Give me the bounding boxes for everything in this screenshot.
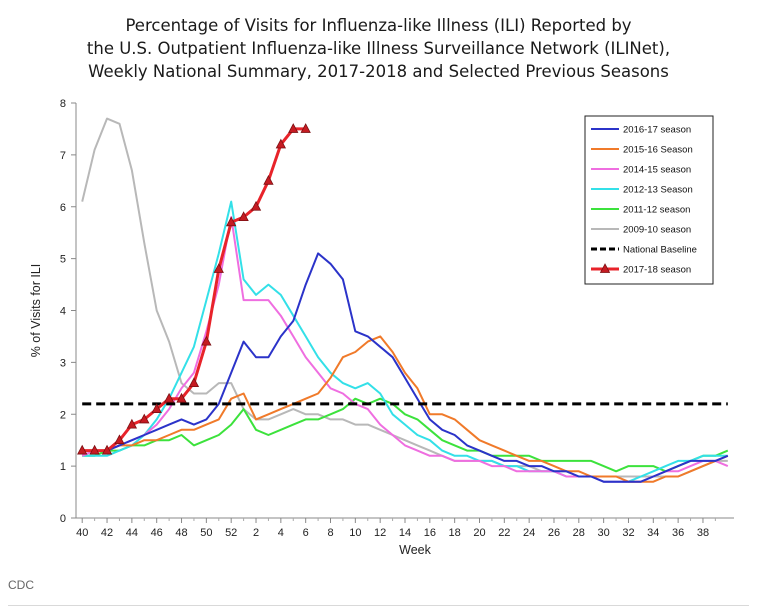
y-tick-label: 8: [60, 98, 66, 110]
legend-label-2016-17-season: 2016-17 season: [623, 125, 691, 136]
series-marker-2017-18-season: [288, 123, 299, 133]
legend-label-2014-15-season: 2014-15 season: [623, 165, 691, 176]
series-marker-2017-18-season: [250, 200, 262, 211]
y-tick-label: 0: [60, 513, 66, 525]
series-marker-2017-18-season: [126, 418, 138, 429]
x-tick-label: 34: [647, 527, 659, 539]
series-line-2016-17-season: [82, 252, 729, 483]
series-line-2015-16-season: [82, 335, 729, 483]
x-tick-label: 44: [126, 527, 138, 539]
legend-label-national-baseline: National Baseline: [623, 245, 697, 256]
series-marker-2017-18-season: [163, 392, 175, 403]
legend-label-2012-13-season: 2012-13 Season: [623, 185, 693, 196]
series-marker-2017-18-season: [151, 403, 162, 413]
legend-label-2009-10-season: 2009-10 season: [623, 225, 691, 236]
x-tick-label: 36: [672, 527, 684, 539]
x-tick-label: 50: [200, 527, 212, 539]
legend-marker-2017-18-season: [599, 263, 611, 273]
x-tick-label: 22: [498, 527, 510, 539]
series-marker-2017-18-season: [139, 413, 150, 424]
series-marker-2017-18-season: [89, 444, 100, 455]
x-tick-label: 52: [225, 527, 237, 539]
x-tick-label: 38: [697, 527, 709, 539]
series-marker-2017-18-season: [238, 211, 249, 222]
series-marker-2017-18-season: [101, 444, 113, 455]
legend-label-2017-18-season: 2017-18 season: [623, 265, 691, 276]
chart-series-lines: [77, 117, 729, 483]
series-line-2011-12-season: [82, 397, 729, 473]
x-tick-label: 14: [399, 527, 411, 539]
x-tick-label: 10: [349, 527, 361, 539]
series-marker-2017-18-season: [201, 335, 212, 346]
footer-divider: [8, 605, 749, 606]
legend-box: [584, 115, 714, 285]
x-tick-label: 48: [175, 527, 187, 539]
x-tick-label: 26: [548, 527, 560, 539]
y-axis-label: % of Visits for ILI: [29, 264, 43, 358]
x-tick-label: 4: [278, 527, 284, 539]
series-marker-2017-18-season: [263, 174, 274, 185]
series-marker-2017-18-season: [213, 263, 224, 273]
y-tick-label: 2: [60, 409, 66, 421]
x-tick-label: 28: [573, 527, 585, 539]
series-marker-2017-18-season: [176, 392, 187, 403]
x-tick-label: 46: [151, 527, 163, 539]
series-line-2017-18-season: [82, 127, 306, 453]
series-marker-2017-18-season: [226, 216, 237, 227]
series-marker-2017-18-season: [300, 123, 311, 133]
legend-label-2015-16-season: 2015-16 Season: [623, 145, 693, 156]
series-marker-2017-18-season: [188, 377, 200, 388]
y-tick-label: 6: [60, 202, 66, 214]
legend-label-2011-12-season: 2011-12 season: [623, 205, 690, 216]
x-tick-label: 30: [598, 527, 610, 539]
x-tick-label: 8: [327, 527, 333, 539]
y-tick-label: 3: [60, 357, 66, 369]
x-tick-label: 16: [424, 527, 436, 539]
chart-title: Percentage of Visits for Influenza-like …: [86, 16, 671, 81]
x-tick-label: 18: [449, 527, 461, 539]
x-tick-label: 42: [101, 527, 113, 539]
series-marker-2017-18-season: [275, 138, 287, 149]
series-marker-2017-18-season: [77, 444, 88, 455]
x-tick-label: 40: [76, 527, 88, 539]
y-tick-label: 5: [60, 254, 66, 266]
x-tick-label: 12: [374, 527, 386, 539]
series-marker-2017-18-season: [114, 434, 125, 445]
x-tick-label: 20: [473, 527, 485, 539]
chart-legend: 2016-17 season 2015-16 Season 2014-15 seas…: [584, 115, 714, 285]
x-tick-label: 2: [253, 527, 259, 539]
x-tick-label: 32: [622, 527, 634, 539]
y-tick-label: 7: [60, 150, 66, 162]
y-tick-label: 4: [60, 306, 66, 318]
source-credit: CDC: [8, 578, 34, 592]
y-tick-label: 1: [60, 461, 66, 473]
x-axis-label: Week: [399, 543, 431, 557]
x-tick-label: 24: [523, 527, 535, 539]
x-tick-label: 6: [303, 527, 309, 539]
